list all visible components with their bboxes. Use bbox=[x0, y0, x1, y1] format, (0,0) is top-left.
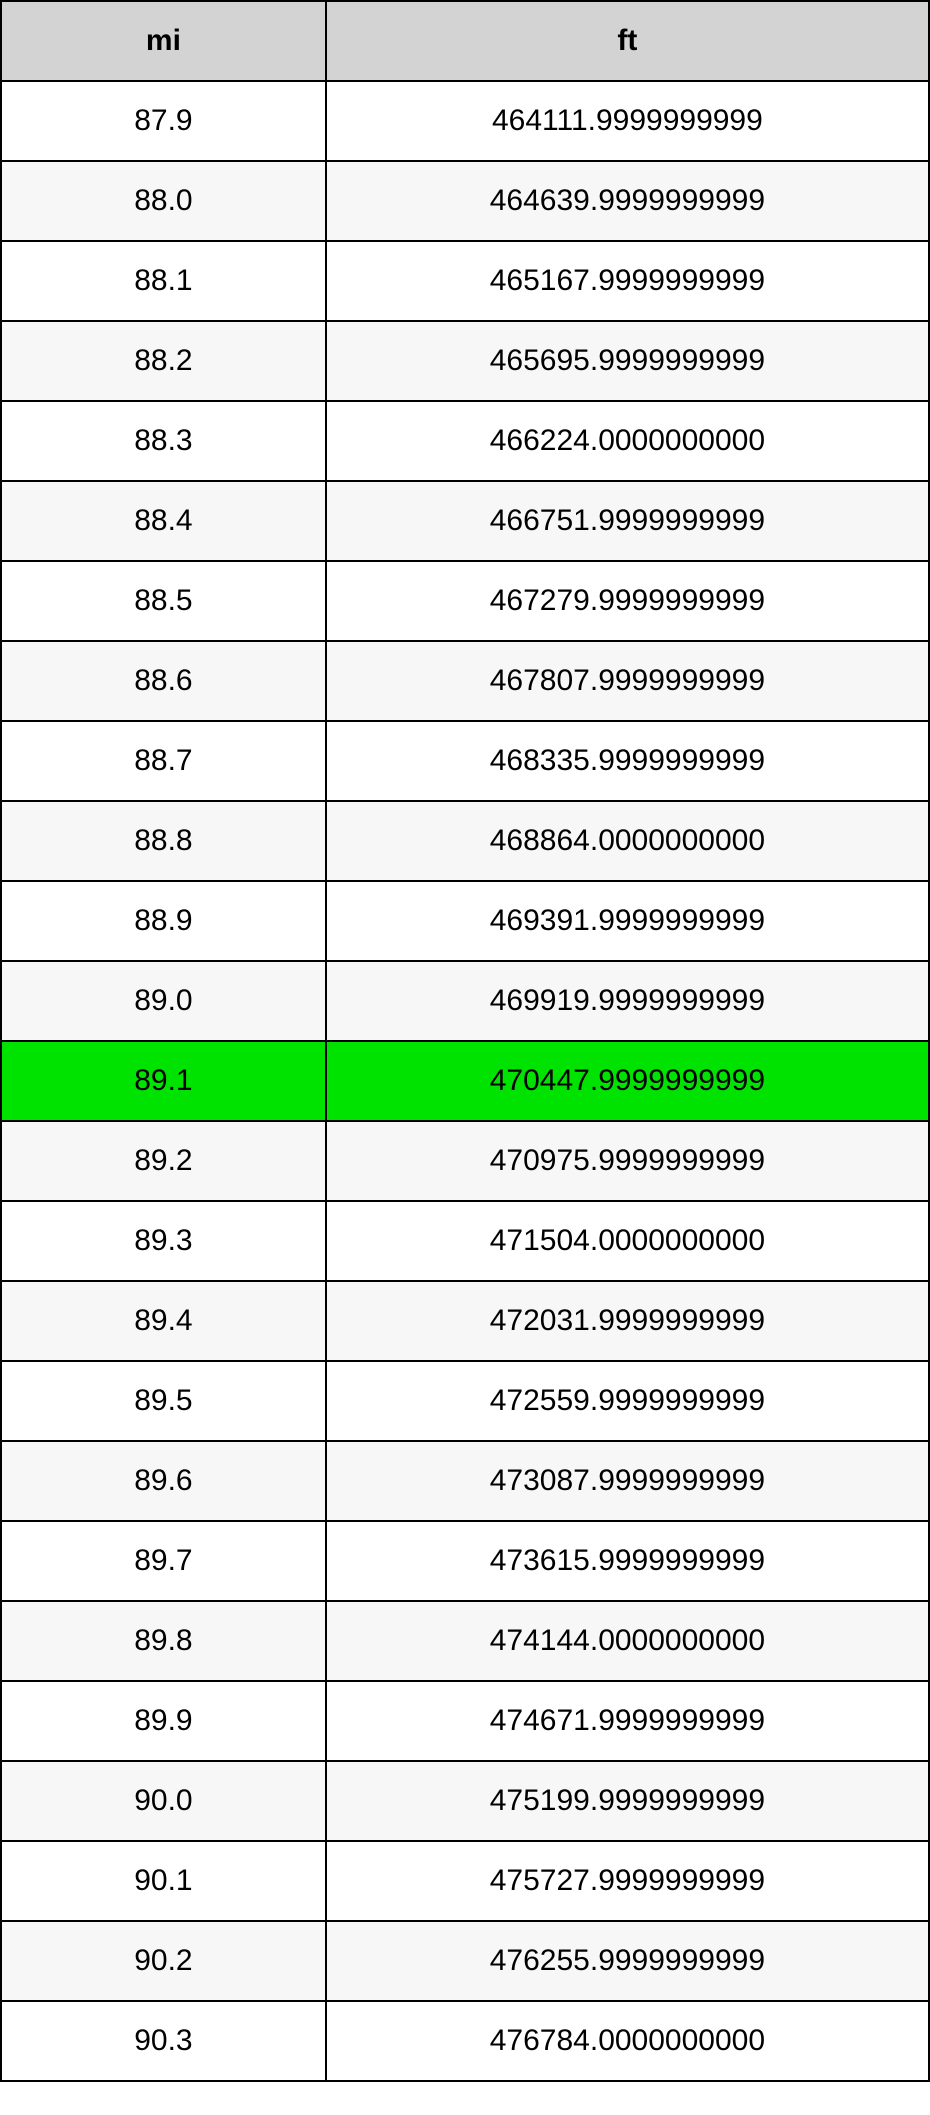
table-row: 88.7468335.9999999999 bbox=[1, 721, 929, 801]
cell-ft: 465167.9999999999 bbox=[326, 241, 929, 321]
cell-ft: 474144.0000000000 bbox=[326, 1601, 929, 1681]
cell-mi: 88.5 bbox=[1, 561, 326, 641]
cell-mi: 89.8 bbox=[1, 1601, 326, 1681]
cell-mi: 87.9 bbox=[1, 81, 326, 161]
cell-mi: 88.0 bbox=[1, 161, 326, 241]
table-row: 88.5467279.9999999999 bbox=[1, 561, 929, 641]
table-row: 90.1475727.9999999999 bbox=[1, 1841, 929, 1921]
cell-mi: 88.6 bbox=[1, 641, 326, 721]
conversion-table: mi ft 87.9464111.999999999988.0464639.99… bbox=[0, 0, 930, 2082]
table-row: 88.6467807.9999999999 bbox=[1, 641, 929, 721]
column-header-mi: mi bbox=[1, 1, 326, 81]
cell-mi: 89.6 bbox=[1, 1441, 326, 1521]
table-row: 90.3476784.0000000000 bbox=[1, 2001, 929, 2081]
cell-ft: 476784.0000000000 bbox=[326, 2001, 929, 2081]
cell-ft: 465695.9999999999 bbox=[326, 321, 929, 401]
table-row: 88.0464639.9999999999 bbox=[1, 161, 929, 241]
cell-mi: 89.0 bbox=[1, 961, 326, 1041]
column-header-ft: ft bbox=[326, 1, 929, 81]
table-row: 89.2470975.9999999999 bbox=[1, 1121, 929, 1201]
cell-mi: 88.1 bbox=[1, 241, 326, 321]
table-row: 88.2465695.9999999999 bbox=[1, 321, 929, 401]
table-header: mi ft bbox=[1, 1, 929, 81]
cell-mi: 90.3 bbox=[1, 2001, 326, 2081]
cell-mi: 88.3 bbox=[1, 401, 326, 481]
cell-ft: 476255.9999999999 bbox=[326, 1921, 929, 2001]
cell-mi: 89.3 bbox=[1, 1201, 326, 1281]
table-row: 90.0475199.9999999999 bbox=[1, 1761, 929, 1841]
table-row: 89.5472559.9999999999 bbox=[1, 1361, 929, 1441]
cell-mi: 88.2 bbox=[1, 321, 326, 401]
table-row: 89.1470447.9999999999 bbox=[1, 1041, 929, 1121]
cell-ft: 474671.9999999999 bbox=[326, 1681, 929, 1761]
cell-mi: 90.2 bbox=[1, 1921, 326, 2001]
cell-ft: 475199.9999999999 bbox=[326, 1761, 929, 1841]
cell-ft: 464639.9999999999 bbox=[326, 161, 929, 241]
cell-ft: 473087.9999999999 bbox=[326, 1441, 929, 1521]
cell-ft: 471504.0000000000 bbox=[326, 1201, 929, 1281]
cell-mi: 88.4 bbox=[1, 481, 326, 561]
cell-mi: 90.0 bbox=[1, 1761, 326, 1841]
cell-mi: 89.4 bbox=[1, 1281, 326, 1361]
cell-mi: 89.2 bbox=[1, 1121, 326, 1201]
cell-ft: 475727.9999999999 bbox=[326, 1841, 929, 1921]
cell-mi: 89.7 bbox=[1, 1521, 326, 1601]
table-row: 89.6473087.9999999999 bbox=[1, 1441, 929, 1521]
table-row: 88.4466751.9999999999 bbox=[1, 481, 929, 561]
cell-ft: 464111.9999999999 bbox=[326, 81, 929, 161]
table-row: 89.0469919.9999999999 bbox=[1, 961, 929, 1041]
table-row: 89.8474144.0000000000 bbox=[1, 1601, 929, 1681]
cell-ft: 467279.9999999999 bbox=[326, 561, 929, 641]
cell-ft: 467807.9999999999 bbox=[326, 641, 929, 721]
cell-mi: 88.9 bbox=[1, 881, 326, 961]
cell-ft: 470447.9999999999 bbox=[326, 1041, 929, 1121]
table-row: 89.4472031.9999999999 bbox=[1, 1281, 929, 1361]
cell-mi: 89.5 bbox=[1, 1361, 326, 1441]
table-row: 88.8468864.0000000000 bbox=[1, 801, 929, 881]
cell-ft: 468335.9999999999 bbox=[326, 721, 929, 801]
cell-ft: 470975.9999999999 bbox=[326, 1121, 929, 1201]
table-row: 89.9474671.9999999999 bbox=[1, 1681, 929, 1761]
cell-ft: 472559.9999999999 bbox=[326, 1361, 929, 1441]
cell-ft: 469391.9999999999 bbox=[326, 881, 929, 961]
table-row: 87.9464111.9999999999 bbox=[1, 81, 929, 161]
cell-mi: 89.1 bbox=[1, 1041, 326, 1121]
cell-mi: 89.9 bbox=[1, 1681, 326, 1761]
cell-mi: 88.7 bbox=[1, 721, 326, 801]
cell-ft: 468864.0000000000 bbox=[326, 801, 929, 881]
cell-mi: 90.1 bbox=[1, 1841, 326, 1921]
cell-ft: 466224.0000000000 bbox=[326, 401, 929, 481]
cell-mi: 88.8 bbox=[1, 801, 326, 881]
table-row: 90.2476255.9999999999 bbox=[1, 1921, 929, 2001]
table-row: 89.3471504.0000000000 bbox=[1, 1201, 929, 1281]
table-row: 88.3466224.0000000000 bbox=[1, 401, 929, 481]
cell-ft: 472031.9999999999 bbox=[326, 1281, 929, 1361]
cell-ft: 473615.9999999999 bbox=[326, 1521, 929, 1601]
table-row: 89.7473615.9999999999 bbox=[1, 1521, 929, 1601]
table-row: 88.9469391.9999999999 bbox=[1, 881, 929, 961]
cell-ft: 469919.9999999999 bbox=[326, 961, 929, 1041]
table-body: 87.9464111.999999999988.0464639.99999999… bbox=[1, 81, 929, 2081]
table-row: 88.1465167.9999999999 bbox=[1, 241, 929, 321]
cell-ft: 466751.9999999999 bbox=[326, 481, 929, 561]
